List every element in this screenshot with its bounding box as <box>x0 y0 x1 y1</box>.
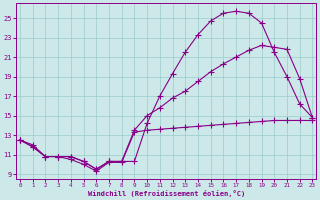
X-axis label: Windchill (Refroidissement éolien,°C): Windchill (Refroidissement éolien,°C) <box>88 190 245 197</box>
